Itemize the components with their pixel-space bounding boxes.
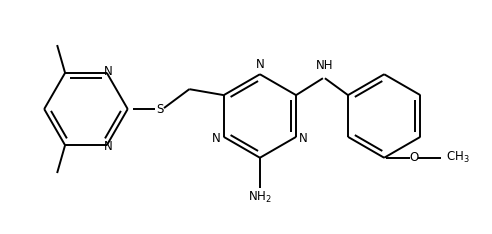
Text: S: S	[156, 102, 163, 116]
Text: NH$_2$: NH$_2$	[248, 190, 272, 205]
Text: N: N	[255, 58, 264, 71]
Text: N: N	[104, 140, 113, 153]
Text: N: N	[104, 65, 113, 78]
Text: N: N	[212, 132, 221, 145]
Text: O: O	[409, 151, 419, 164]
Text: N: N	[299, 132, 308, 145]
Text: CH$_3$: CH$_3$	[446, 150, 469, 165]
Text: NH: NH	[316, 59, 334, 72]
